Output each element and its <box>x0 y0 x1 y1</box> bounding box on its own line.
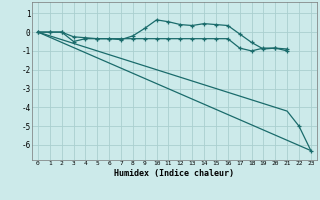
X-axis label: Humidex (Indice chaleur): Humidex (Indice chaleur) <box>115 169 234 178</box>
